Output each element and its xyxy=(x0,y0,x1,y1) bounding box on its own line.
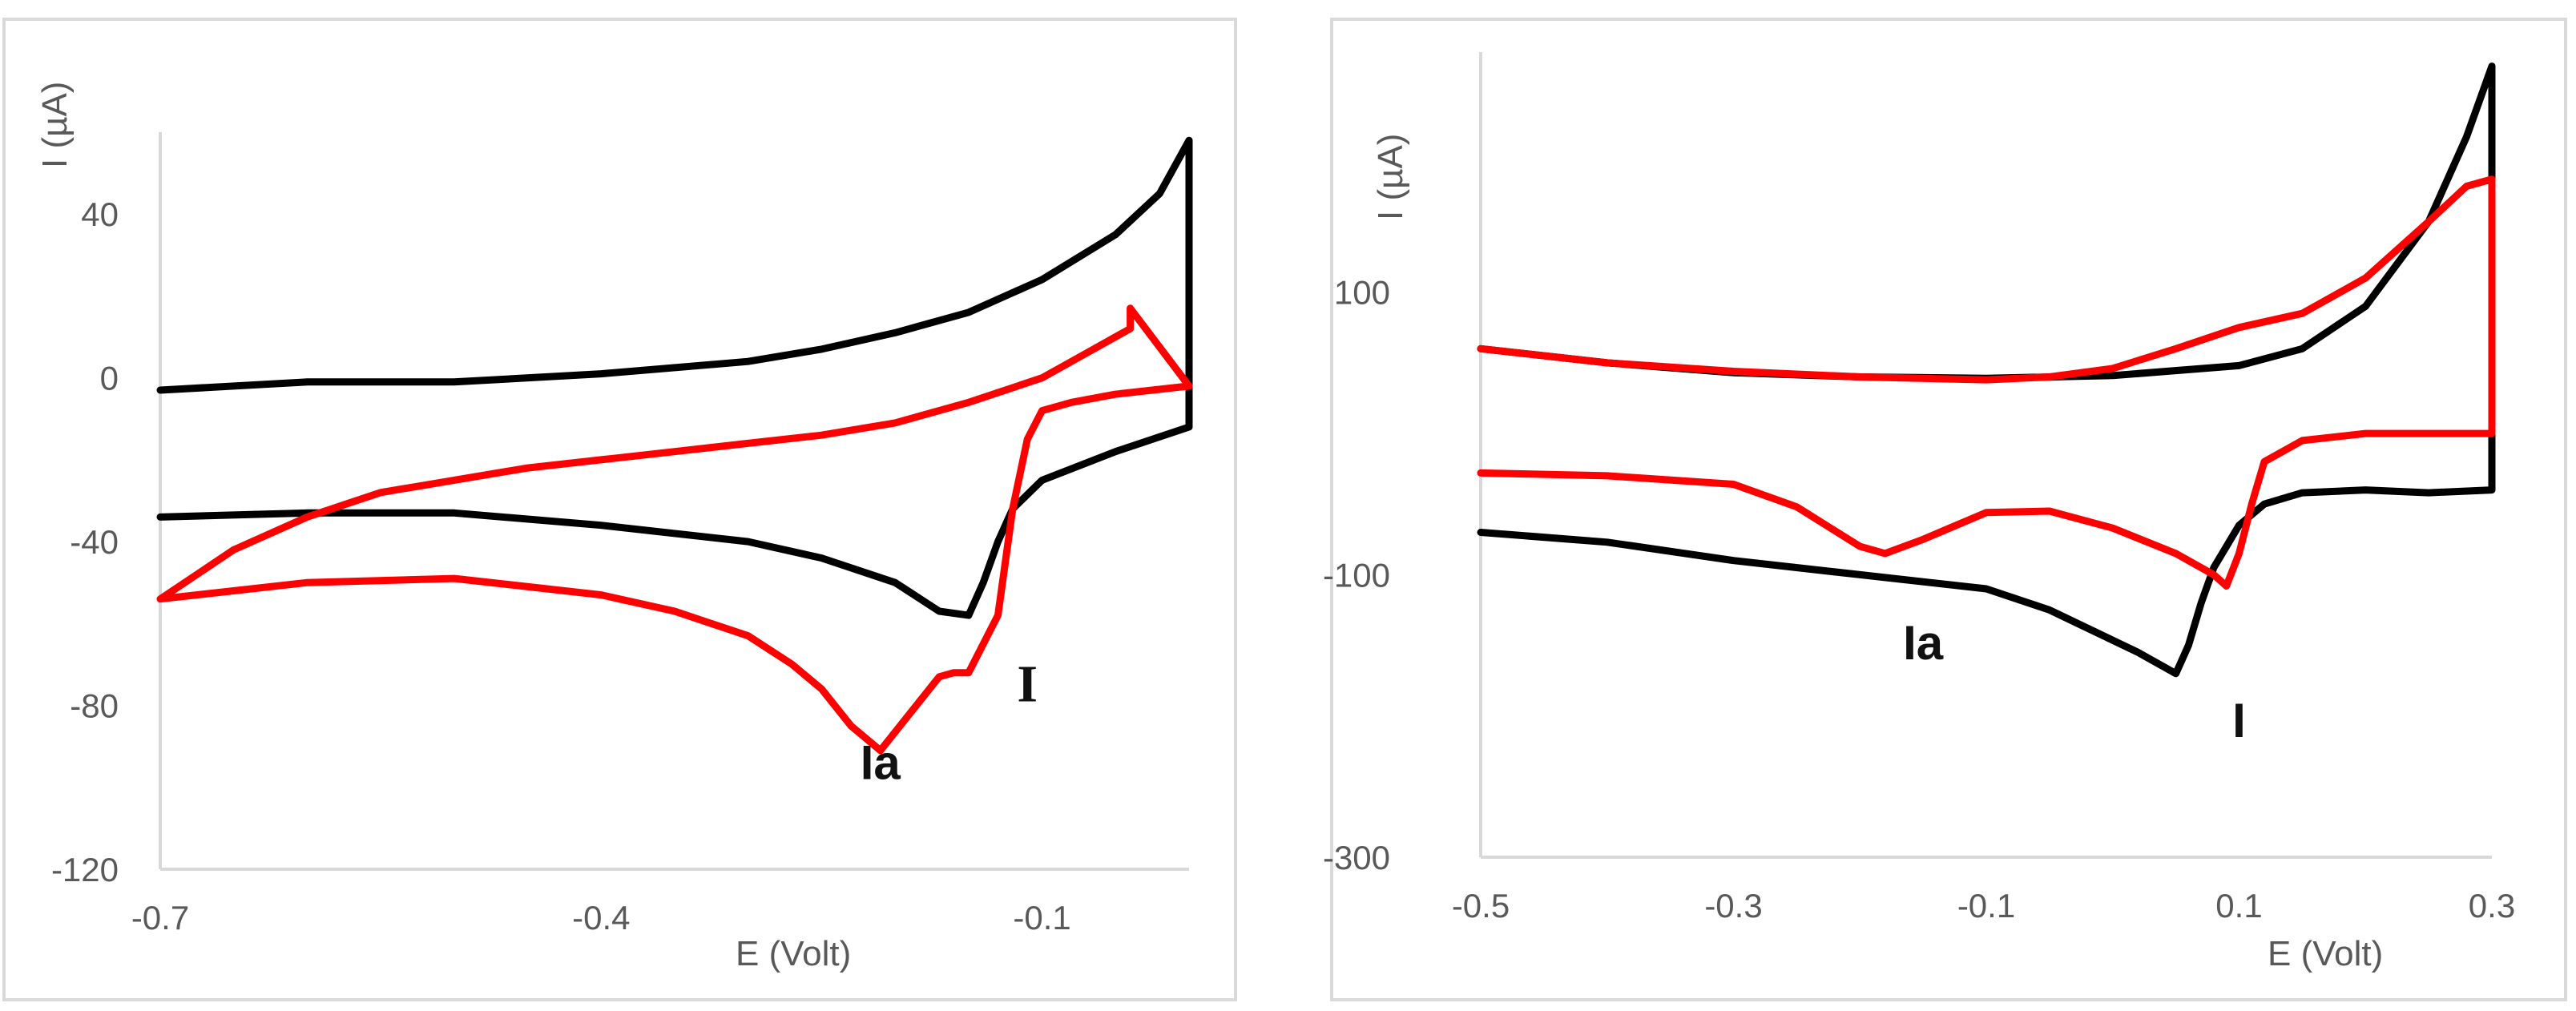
right-chart-frame xyxy=(1330,18,2567,1001)
y-tick-label: -300 xyxy=(1323,839,1390,876)
left-annotations: Ia I xyxy=(861,655,1038,789)
right-annotations: Ia I xyxy=(1903,616,2246,747)
x-tick-label: -0.1 xyxy=(1957,887,2015,924)
annotation-label: I xyxy=(1017,655,1038,713)
left-chart-frame xyxy=(2,18,1237,1001)
x-tick-label: 0.1 xyxy=(2215,887,2262,924)
y-tick-label: 100 xyxy=(1334,274,1390,312)
x-tick-label: -0.3 xyxy=(1704,887,1762,924)
x-tick-label: -0.7 xyxy=(131,899,189,936)
right-y-tick-labels: -300 -100 100 xyxy=(1323,274,1390,876)
right-y-axis-title: I (µA) xyxy=(1371,134,1410,220)
right-x-axis-title: E (Volt) xyxy=(2268,934,2383,973)
left-x-axis-title: E (Volt) xyxy=(736,934,851,973)
y-tick-label: -120 xyxy=(51,851,119,888)
annotation-label: I xyxy=(2232,694,2246,747)
y-tick-label: -80 xyxy=(70,687,119,725)
x-tick-label: 0.3 xyxy=(2469,887,2515,924)
x-tick-label: -0.4 xyxy=(572,899,630,936)
right-series-group xyxy=(1477,62,2496,678)
left-series-group xyxy=(156,136,1193,755)
x-tick-label: -0.5 xyxy=(1452,887,1510,924)
y-tick-label: 0 xyxy=(100,360,119,397)
left-y-tick-labels: -120 -80 -40 0 40 xyxy=(51,195,119,888)
y-tick-label: -100 xyxy=(1323,556,1390,594)
right-x-tick-labels: -0.5 -0.3 -0.1 0.1 0.3 xyxy=(1452,887,2515,924)
left-x-tick-labels: -0.7 -0.4 -0.1 xyxy=(131,899,1071,936)
annotation-label: Ia xyxy=(861,736,901,790)
left-y-axis-title: I (µA) xyxy=(35,82,75,168)
y-tick-label: -40 xyxy=(70,523,119,561)
series-line-black xyxy=(156,136,1193,619)
x-tick-label: -0.1 xyxy=(1013,899,1070,936)
left-chart-panel: -120 -80 -40 0 40 -0.7 -0.4 -0.1 I (µA) E (Vol… xyxy=(2,18,1237,1001)
series-line-red xyxy=(156,304,1193,755)
series-line-red xyxy=(1477,175,2496,590)
right-chart-panel: -300 -100 100 -0.5 -0.3 -0.1 0.1 0.3 I (µA) E … xyxy=(1323,18,2567,1001)
y-tick-label: 40 xyxy=(81,195,119,233)
annotation-label: Ia xyxy=(1903,616,1944,670)
